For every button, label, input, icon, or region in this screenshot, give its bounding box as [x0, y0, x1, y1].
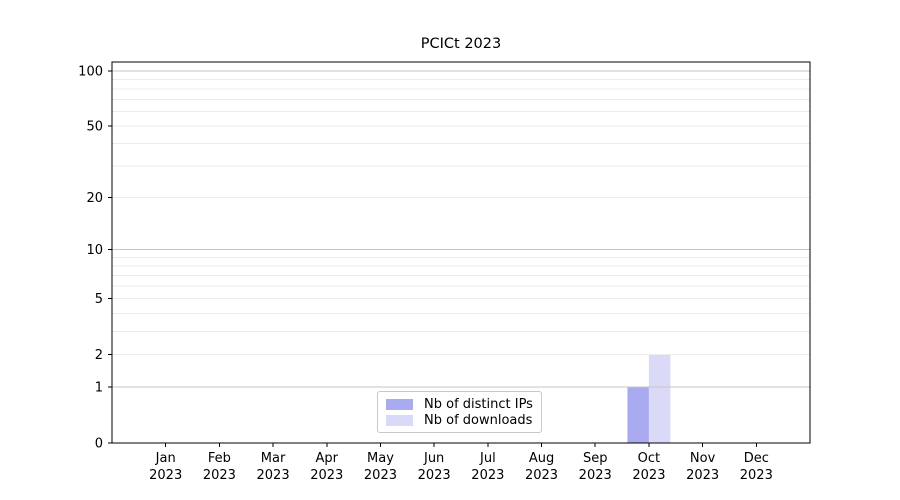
- legend-label-downloads: Nb of downloads: [424, 412, 533, 428]
- bar-distinct-ips: [627, 387, 649, 443]
- x-tick-label-month: Jun: [423, 451, 444, 466]
- x-tick-label-year: 2023: [310, 468, 343, 483]
- y-tick-label: 10: [86, 243, 103, 258]
- legend-item-distinct-ips: Nb of distinct IPs: [386, 396, 533, 412]
- y-tick-label: 1: [95, 381, 103, 396]
- x-tick-label-year: 2023: [418, 468, 451, 483]
- x-tick-label-year: 2023: [471, 468, 504, 483]
- x-tick-label-year: 2023: [525, 468, 558, 483]
- x-tick-label-month: Jan: [155, 451, 176, 466]
- y-tick-label: 2: [95, 348, 103, 363]
- y-tick-label: 5: [95, 292, 103, 307]
- chart-title: PCICt 2023: [420, 36, 502, 52]
- x-tick-label-month: Apr: [316, 451, 339, 466]
- x-tick-label-year: 2023: [203, 468, 236, 483]
- x-tick-label-month: Sep: [583, 451, 608, 466]
- x-tick-label-month: Feb: [208, 451, 231, 466]
- legend-swatch-distinct-ips: [386, 398, 413, 410]
- legend-label-distinct-ips: Nb of distinct IPs: [424, 396, 533, 412]
- x-tick-label-month: Oct: [638, 451, 660, 466]
- bar-downloads: [648, 354, 671, 443]
- y-tick-label: 20: [86, 191, 103, 206]
- legend-item-downloads: Nb of downloads: [386, 412, 533, 428]
- x-tick-label-month: Dec: [744, 451, 769, 466]
- x-tick-label-year: 2023: [632, 468, 665, 483]
- x-tick-label-month: Aug: [529, 451, 554, 466]
- plot-frame: [111, 61, 811, 444]
- x-tick-label-month: Jul: [479, 451, 496, 466]
- x-tick-label-year: 2023: [364, 468, 397, 483]
- x-tick-label-month: May: [367, 451, 394, 466]
- legend-swatch-downloads: [386, 414, 413, 426]
- x-tick-label-year: 2023: [686, 468, 719, 483]
- x-tick-label-month: Nov: [690, 451, 716, 466]
- x-tick-label-month: Mar: [261, 451, 286, 466]
- x-tick-label-year: 2023: [257, 468, 290, 483]
- y-tick-label: 50: [86, 120, 103, 135]
- x-tick-label-year: 2023: [579, 468, 612, 483]
- x-tick-label-year: 2023: [740, 468, 773, 483]
- x-tick-label-year: 2023: [149, 468, 182, 483]
- legend: Nb of distinct IPs Nb of downloads: [377, 391, 542, 433]
- y-tick-label: 100: [78, 65, 103, 80]
- y-tick-label: 0: [95, 437, 103, 452]
